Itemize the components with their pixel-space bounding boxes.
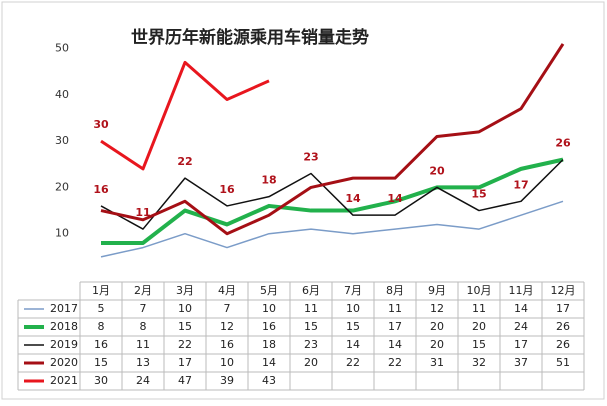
x-tick-label: 4月 [218, 284, 236, 297]
table-cell: 26 [556, 338, 570, 351]
y-tick-label: 50 [55, 42, 69, 55]
data-label: 26 [555, 137, 571, 150]
x-tick-label: 11月 [509, 284, 534, 297]
y-tick-label: 30 [55, 134, 69, 147]
data-label: 15 [471, 188, 486, 201]
table-cell: 30 [94, 374, 108, 387]
x-tick-label: 6月 [302, 284, 320, 297]
data-label: 22 [177, 155, 192, 168]
table-cell: 16 [94, 338, 108, 351]
table-cell: 17 [388, 320, 402, 333]
y-tick-label: 40 [55, 88, 69, 101]
table-cell: 26 [556, 320, 570, 333]
data-label: 23 [303, 151, 318, 164]
y-tick-label: 20 [55, 180, 69, 193]
table-cell: 15 [178, 320, 192, 333]
table-cell: 5 [98, 302, 105, 315]
legend-label: 2017 [50, 302, 78, 315]
table-cell: 10 [178, 302, 192, 315]
table-cell: 15 [304, 320, 318, 333]
table-cell: 17 [556, 302, 570, 315]
x-tick-label: 9月 [428, 284, 446, 297]
table-cell: 14 [388, 338, 402, 351]
table-cell: 11 [136, 338, 150, 351]
frame [1, 1, 605, 400]
table-cell: 37 [514, 356, 528, 369]
table-cell: 43 [262, 374, 276, 387]
legend-label: 2021 [50, 374, 78, 387]
table-cell: 15 [346, 320, 360, 333]
table-cell: 8 [98, 320, 105, 333]
table-cell: 20 [430, 320, 444, 333]
x-tick-label: 5月 [260, 284, 278, 297]
table-cell: 7 [140, 302, 147, 315]
x-tick-label: 3月 [176, 284, 194, 297]
series-line [100, 159, 564, 230]
table-cell: 7 [224, 302, 231, 315]
series-line [100, 200, 564, 258]
table-cell: 15 [472, 338, 486, 351]
data-label: 16 [219, 183, 235, 196]
table-cell: 14 [262, 356, 276, 369]
table-cell: 11 [388, 302, 402, 315]
x-tick-label: 12月 [551, 284, 576, 297]
table-cell: 47 [178, 374, 192, 387]
table-cell: 51 [556, 356, 570, 369]
table-cell: 15 [94, 356, 108, 369]
table-cell: 13 [136, 356, 150, 369]
table-cell: 12 [430, 302, 444, 315]
legend-label: 2020 [50, 356, 78, 369]
x-tick-label: 8月 [386, 284, 404, 297]
table-cell: 16 [262, 320, 276, 333]
x-tick-label: 7月 [344, 284, 362, 297]
table-cell: 11 [304, 302, 318, 315]
table-cell: 16 [220, 338, 234, 351]
x-tick-label: 10月 [467, 284, 492, 297]
table-cell: 10 [346, 302, 360, 315]
table-cell: 17 [514, 338, 528, 351]
series-line [101, 157, 564, 245]
data-label: 30 [93, 118, 109, 131]
chart-title: 世界历年新能源乘用车销量走势 [131, 27, 369, 48]
table-cell: 14 [514, 302, 528, 315]
table-cell: 14 [346, 338, 360, 351]
table-cell: 24 [136, 374, 150, 387]
data-label: 14 [387, 192, 403, 205]
legend-label: 2018 [50, 320, 78, 333]
table-cell: 18 [262, 338, 276, 351]
x-tick-label: 2月 [134, 284, 152, 297]
table-cell: 8 [140, 320, 147, 333]
table-cell: 20 [472, 320, 486, 333]
series-line [100, 43, 565, 236]
data-label: 14 [345, 192, 361, 205]
table-cell: 23 [304, 338, 318, 351]
table-cell: 31 [430, 356, 444, 369]
data-label: 11 [135, 206, 150, 219]
data-label: 16 [93, 183, 109, 196]
table-cell: 22 [178, 338, 192, 351]
table-cell: 32 [472, 356, 486, 369]
table-cell: 12 [220, 320, 234, 333]
table-cell: 20 [304, 356, 318, 369]
table-cell: 39 [220, 374, 234, 387]
series-line [100, 60, 270, 171]
table-cell: 10 [262, 302, 276, 315]
y-tick-label: 10 [55, 227, 69, 240]
legend-label: 2019 [50, 338, 78, 351]
table-cell: 22 [346, 356, 360, 369]
table-cell: 17 [178, 356, 192, 369]
x-tick-label: 1月 [92, 284, 110, 297]
table-cell: 24 [514, 320, 528, 333]
table-cell: 20 [430, 338, 444, 351]
table-cell: 11 [472, 302, 486, 315]
data-label: 17 [513, 178, 528, 191]
table-cell: 10 [220, 356, 234, 369]
data-label: 20 [429, 164, 445, 177]
table-cell: 22 [388, 356, 402, 369]
data-label: 18 [261, 174, 276, 187]
